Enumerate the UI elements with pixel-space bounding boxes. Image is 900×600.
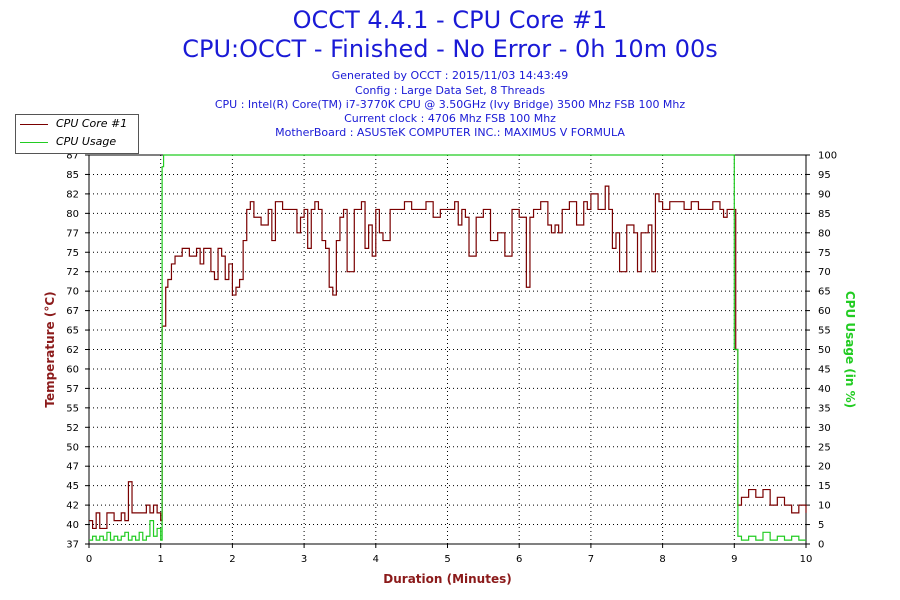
y2-tick-label: 85 (818, 209, 831, 220)
y-tick-label: 65 (66, 326, 79, 337)
y2-tick-label: 100 (818, 151, 837, 162)
y-tick-label: 60 (66, 364, 79, 375)
y2-tick-label: 80 (818, 228, 831, 239)
x-tick-label: 10 (800, 554, 813, 565)
y2-tick-label: 25 (818, 442, 831, 453)
x-tick-label: 0 (86, 554, 92, 565)
x-tick-label: 2 (229, 554, 235, 565)
y-tick-label: 62 (66, 345, 79, 356)
y-tick-label: 82 (66, 189, 79, 200)
y2-tick-label: 10 (818, 501, 831, 512)
chart-subtitle: CPU:OCCT - Finished - No Error - 0h 10m … (182, 35, 718, 63)
legend-item-usage: CPU Usage (16, 133, 138, 151)
x-tick-label: 4 (373, 554, 379, 565)
y2-tick-label: 55 (818, 326, 831, 337)
y2-tick-label: 5 (818, 520, 824, 531)
y-tick-label: 57 (66, 384, 79, 395)
y-axis-label: Temperature (°C) (43, 291, 57, 407)
x-axis-label: Duration (Minutes) (383, 572, 511, 586)
info-generated: Generated by OCCT : 2015/11/03 14:43:49 (331, 69, 569, 82)
info-cpu: CPU : Intel(R) Core(TM) i7-3770K CPU @ 3… (214, 98, 686, 111)
y-tick-label: 80 (66, 209, 79, 220)
x-tick-label: 1 (158, 554, 164, 565)
chart-legend: CPU Core #1 CPU Usage (15, 114, 139, 154)
y-tick-label: 52 (66, 423, 79, 434)
y2-axis-label: CPU Usage (in %) (843, 291, 857, 408)
y-tick-label: 87 (66, 151, 79, 162)
y-tick-label: 77 (66, 228, 79, 239)
y-tick-label: 67 (66, 306, 79, 317)
y2-tick-label: 35 (818, 403, 831, 414)
y2-tick-label: 65 (818, 287, 831, 298)
y2-tick-label: 45 (818, 364, 831, 375)
y-tick-label: 72 (66, 267, 79, 278)
series-line-cpu-usage (89, 154, 806, 541)
info-motherboard: MotherBoard : ASUSTeK COMPUTER INC.: MAX… (275, 126, 625, 139)
chart-title: OCCT 4.4.1 - CPU Core #1 (292, 6, 608, 34)
y-tick-label: 37 (66, 540, 79, 551)
x-tick-label: 8 (659, 554, 665, 565)
y-tick-label: 55 (66, 403, 79, 414)
x-tick-label: 7 (588, 554, 594, 565)
x-tick-label: 3 (301, 554, 307, 565)
y2-tick-label: 40 (818, 384, 831, 395)
y-tick-label: 70 (66, 287, 79, 298)
y-tick-label: 50 (66, 442, 79, 453)
y-tick-label: 47 (66, 462, 79, 473)
y2-tick-label: 70 (818, 267, 831, 278)
y2-tick-label: 60 (818, 306, 831, 317)
y2-tick-label: 15 (818, 481, 831, 492)
y2-tick-label: 20 (818, 462, 831, 473)
legend-label-usage: CPU Usage (56, 135, 117, 148)
legend-label-temperature: CPU Core #1 (56, 117, 128, 130)
y2-tick-label: 0 (818, 540, 824, 551)
plot-area (89, 155, 806, 544)
y2-tick-label: 50 (818, 345, 831, 356)
info-config: Config : Large Data Set, 8 Threads (355, 84, 545, 97)
info-clock: Current clock : 4706 Mhz FSB 100 Mhz (344, 112, 556, 125)
legend-swatch-temperature (20, 124, 48, 125)
y2-tick-label: 75 (818, 248, 831, 259)
y2-tick-label: 30 (818, 423, 831, 434)
y-tick-label: 40 (66, 520, 79, 531)
y2-tick-label: 95 (818, 170, 831, 181)
y2-tick-label: 90 (818, 189, 831, 200)
y-tick-label: 45 (66, 481, 79, 492)
legend-item-temperature: CPU Core #1 (16, 115, 138, 133)
series-line-cpu-core-1 (89, 185, 807, 530)
x-tick-label: 6 (516, 554, 522, 565)
y-tick-label: 42 (66, 501, 79, 512)
y-tick-label: 75 (66, 248, 79, 259)
y-tick-label: 85 (66, 170, 79, 181)
x-tick-label: 5 (444, 554, 450, 565)
x-tick-label: 9 (731, 554, 737, 565)
legend-swatch-usage (20, 142, 48, 143)
